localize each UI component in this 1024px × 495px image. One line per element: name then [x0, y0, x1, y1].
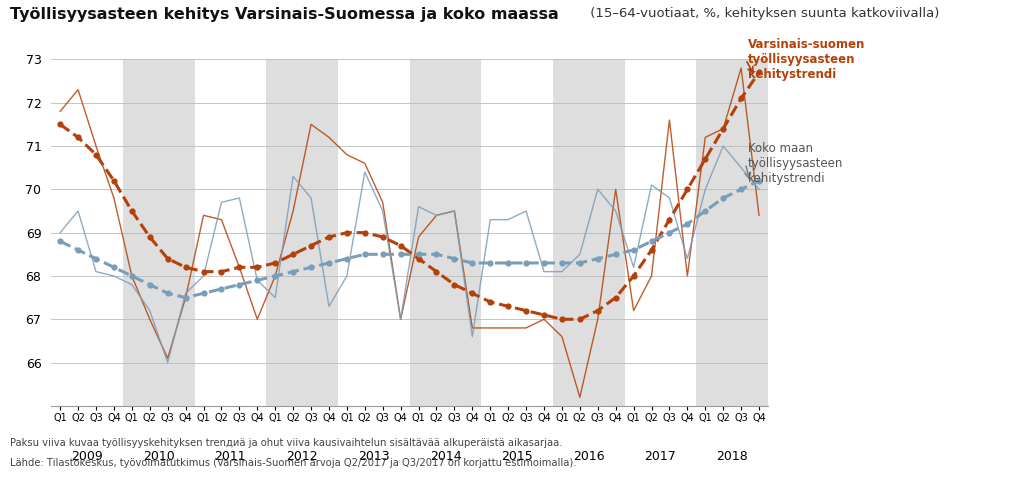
- Text: 2009: 2009: [71, 450, 103, 463]
- Text: 2017: 2017: [644, 450, 677, 463]
- Bar: [553, 59, 625, 406]
- Text: Lähde: Tilastokeskus, työvoimatutkimus (Varsinais-Suomen arvoja Q2/2017 ja Q3/20: Lähde: Tilastokeskus, työvoimatutkimus (…: [10, 458, 577, 468]
- Text: 2012: 2012: [287, 450, 317, 463]
- Text: Varsinais-suomen
työllisyysasteen
kehitystrendi: Varsinais-suomen työllisyysasteen kehity…: [748, 38, 865, 81]
- Bar: [696, 59, 768, 406]
- Text: 2011: 2011: [215, 450, 246, 463]
- Bar: [410, 59, 481, 406]
- Text: 2013: 2013: [358, 450, 389, 463]
- Text: 2010: 2010: [142, 450, 175, 463]
- Bar: [266, 59, 338, 406]
- Text: 2014: 2014: [430, 450, 461, 463]
- Text: 2018: 2018: [716, 450, 749, 463]
- Text: Koko maan
työllisyysasteen
kehitystrendi: Koko maan työllisyysasteen kehitystrendi: [748, 142, 843, 185]
- Text: Paksu viiva kuvaa työllisyyskehityksen trenдиä ja ohut viiva kausivaihtelun sisä: Paksu viiva kuvaa työllisyyskehityksen t…: [10, 438, 563, 448]
- Text: 2016: 2016: [573, 450, 604, 463]
- Text: 2015: 2015: [501, 450, 534, 463]
- Bar: [123, 59, 195, 406]
- Text: Työllisyysasteen kehitys Varsinais-Suomessa ja koko maassa: Työllisyysasteen kehitys Varsinais-Suome…: [10, 7, 559, 22]
- Text: (15–64-vuotiaat, %, kehityksen suunta katkoviivalla): (15–64-vuotiaat, %, kehityksen suunta ka…: [586, 7, 939, 20]
